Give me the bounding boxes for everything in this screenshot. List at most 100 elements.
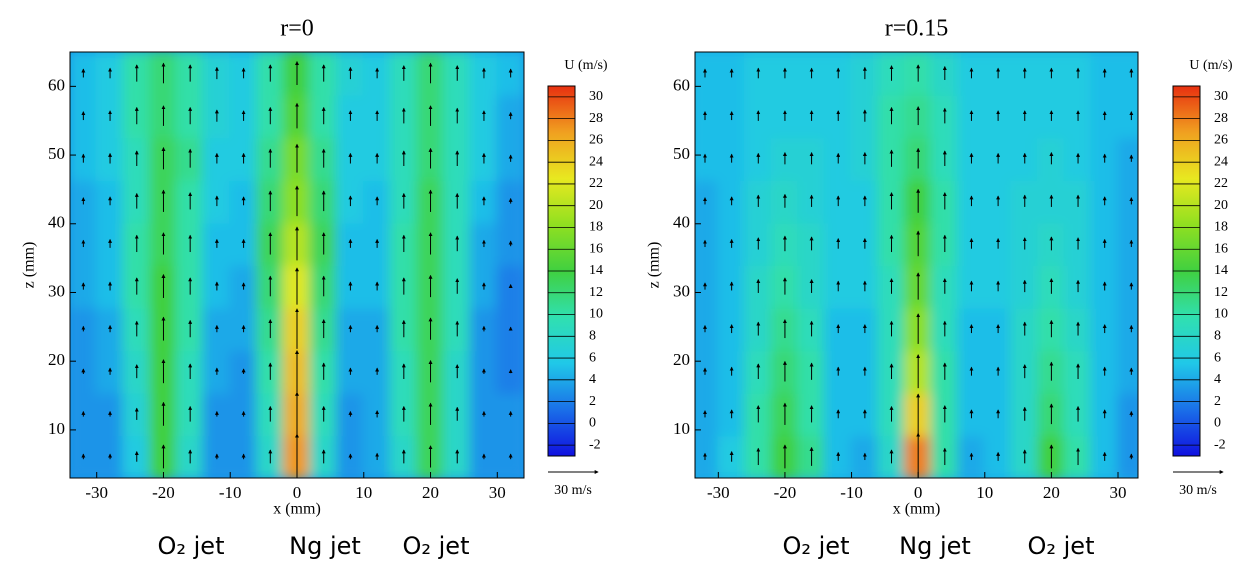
y-tick-label: 40 (673, 213, 690, 232)
field-cell (695, 306, 720, 352)
x-tick-label: -30 (85, 483, 108, 502)
colorbar-tick-label: 24 (1214, 154, 1228, 169)
jet-label: Ng jet (899, 532, 971, 560)
colorbar-tick-label: 28 (589, 111, 603, 126)
y-tick-label: 40 (48, 213, 65, 232)
colorbar-tick-label: 2 (1214, 394, 1221, 409)
colorbar-label: U (m/s) (564, 58, 608, 73)
vectors (81, 60, 513, 478)
x-tick-label: 30 (1110, 483, 1127, 502)
colorbar-tick-label: 0 (1214, 416, 1221, 431)
field-cell (1117, 264, 1138, 309)
reference-vector-label: 30 m/s (554, 483, 592, 498)
colorbar-tick-label: 24 (589, 154, 603, 169)
colorbar-tick-label: 22 (589, 176, 603, 191)
field-cell (695, 136, 720, 181)
chart-title: r=0 (280, 16, 314, 42)
colorbar-tick-label: -2 (1214, 437, 1226, 452)
colorbar-tick-label: 28 (1214, 111, 1228, 126)
x-tick-label: 20 (422, 483, 439, 502)
colorbar-tick-label: 30 (589, 89, 603, 104)
y-tick-label: 30 (48, 281, 65, 300)
x-tick-label: 30 (489, 483, 506, 502)
field-cell (1117, 52, 1138, 96)
colorbar-tick-label: 30 (1214, 89, 1228, 104)
colorbar-tick-label: 20 (1214, 198, 1228, 213)
x-tick-label: 0 (293, 483, 302, 502)
field-cell (695, 52, 720, 96)
colorbar-tick-label: 12 (1214, 285, 1228, 300)
field-cell (695, 264, 720, 309)
field-cell (695, 391, 720, 437)
colorbar-tick-label: 26 (589, 133, 603, 148)
y-tick-label: 10 (48, 419, 65, 438)
field-cell (695, 434, 720, 478)
colorbar-tick-label: 0 (589, 416, 596, 431)
x-tick-label: -20 (152, 483, 175, 502)
field-cell (1117, 306, 1138, 352)
field-cell (1117, 349, 1138, 394)
vectors (702, 64, 1134, 478)
y-axis-label: z (mm) (646, 242, 663, 289)
jet-label: O₂ jet (158, 532, 225, 560)
colorbar-tick-label: 18 (1214, 220, 1228, 235)
y-tick-label: 50 (673, 144, 690, 163)
colorbar-tick-label: 2 (589, 394, 596, 409)
x-tick-label: 10 (976, 483, 993, 502)
jet-label: Ng jet (289, 532, 361, 560)
chart-title: r=0.15 (885, 16, 949, 42)
contour-field (695, 52, 1138, 478)
contour-field (70, 52, 524, 478)
colorbar-tick-label: 8 (1214, 329, 1221, 344)
colorbar-tick-label: 10 (1214, 307, 1228, 322)
colorbar-tick-label: 6 (1214, 350, 1221, 365)
x-tick-label: -30 (707, 483, 730, 502)
field-cell (695, 93, 720, 139)
colorbar-label: U (m/s) (1189, 58, 1233, 73)
colorbar-tick-label: -2 (589, 437, 601, 452)
y-tick-label: 60 (673, 75, 690, 94)
colorbar-tick-label: 6 (589, 350, 596, 365)
field-cell (1117, 434, 1138, 478)
colorbar-tick-label: 4 (589, 372, 596, 387)
field-cell (1117, 391, 1138, 437)
colorbar-tick-label: 20 (589, 198, 603, 213)
colorbar-tick-label: 26 (1214, 133, 1228, 148)
colorbar-tick-label: 4 (1214, 372, 1221, 387)
colorbar-tick-label: 14 (589, 263, 603, 278)
y-tick-label: 20 (48, 350, 65, 369)
colorbar-tick-label: 22 (1214, 176, 1228, 191)
x-tick-label: -10 (840, 483, 863, 502)
colorbar-tick-label: 10 (589, 307, 603, 322)
y-tick-label: 20 (673, 350, 690, 369)
y-tick-label: 50 (48, 144, 65, 163)
jet-label: O₂ jet (1028, 532, 1095, 560)
y-tick-label: 60 (48, 75, 65, 94)
field-cell (695, 178, 720, 224)
colorbar-tick-label: 18 (589, 220, 603, 235)
colorbar-tick-label: 14 (1214, 263, 1228, 278)
x-tick-label: 20 (1043, 483, 1060, 502)
y-tick-label: 30 (673, 281, 690, 300)
y-tick-label: 10 (673, 419, 690, 438)
x-axis-label: x (mm) (273, 501, 321, 518)
colorbar-tick-label: 12 (589, 285, 603, 300)
plot-frame (694, 51, 1139, 479)
x-tick-label: 0 (914, 483, 923, 502)
colorbar-tick-label: 8 (589, 329, 596, 344)
field-cell (695, 349, 720, 394)
field-cell (1117, 93, 1138, 139)
x-tick-label: 10 (355, 483, 372, 502)
field-cell (695, 221, 720, 266)
field-cell (1117, 221, 1138, 266)
jet-label: O₂ jet (403, 532, 470, 560)
field-cell (1117, 136, 1138, 181)
y-axis-label: z (mm) (21, 242, 38, 289)
colorbar-tick-label: 16 (589, 241, 603, 256)
colorbar-tick-label: 16 (1214, 241, 1228, 256)
x-tick-label: -10 (219, 483, 242, 502)
jet-label: O₂ jet (783, 532, 850, 560)
x-tick-label: -20 (774, 483, 797, 502)
x-axis-label: x (mm) (893, 501, 941, 518)
